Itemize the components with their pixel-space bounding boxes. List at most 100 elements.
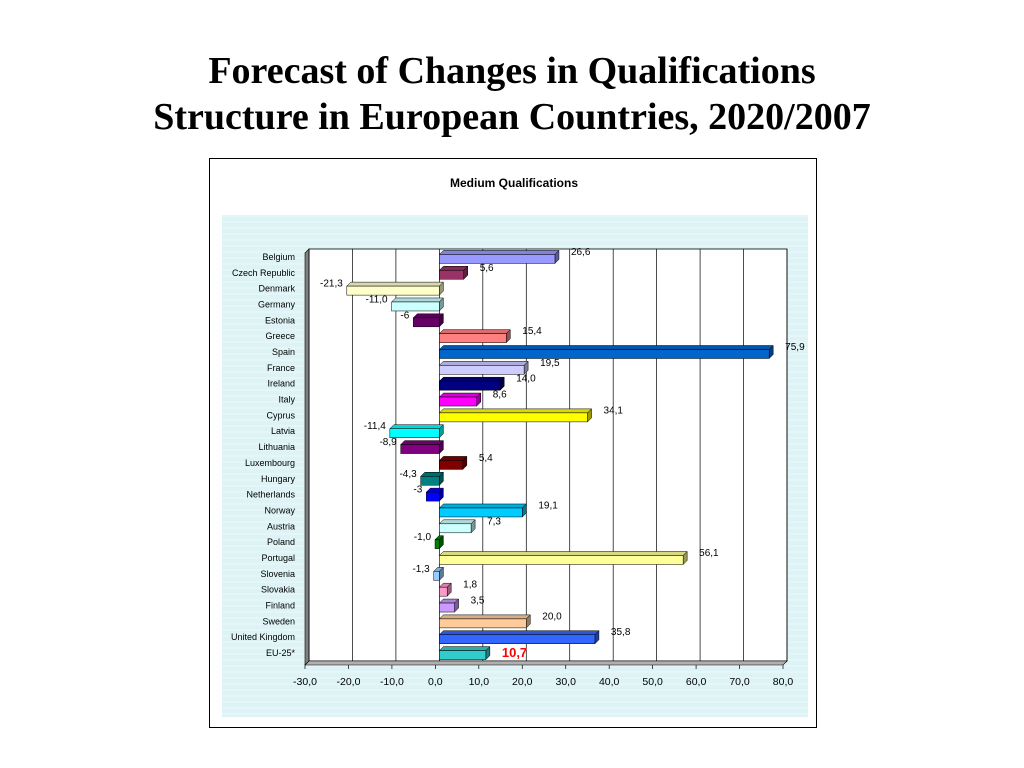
data-label: 8,6 (493, 390, 507, 401)
bar (439, 412, 588, 423)
slide-title: Forecast of Changes in Qualifications St… (0, 48, 1024, 140)
data-label: -1,0 (414, 532, 432, 543)
bar (413, 317, 440, 328)
bar (439, 523, 472, 534)
y-category-label: Finland (265, 601, 295, 611)
bar-top (438, 392, 482, 398)
bar (434, 539, 440, 549)
bar (439, 586, 448, 597)
bar (439, 555, 684, 565)
y-category-label: Spain (272, 347, 295, 357)
data-label: -6 (400, 310, 409, 321)
data-label: 19,1 (538, 500, 558, 511)
y-category-label: Lithuania (258, 442, 295, 452)
bar (439, 507, 523, 518)
bar-top (438, 646, 491, 651)
data-label: 5,6 (480, 263, 494, 274)
bar (433, 571, 440, 581)
slide-title-line-2: Structure in European Countries, 2020/20… (153, 96, 871, 138)
bar (439, 365, 525, 375)
data-label: -11,0 (366, 294, 388, 305)
bar (439, 270, 464, 280)
y-category-label: Belgium (262, 252, 295, 262)
y-category-label: EU-25* (266, 648, 296, 658)
bar (439, 460, 464, 470)
chart-title: Medium Qualifications (450, 176, 578, 190)
bar-top (438, 345, 774, 350)
bar (391, 301, 440, 312)
x-tick-label: 40,0 (599, 676, 620, 688)
plot-floor (304, 660, 788, 666)
bar (439, 602, 455, 613)
data-label: 75,9 (785, 342, 805, 353)
bar-top (438, 630, 600, 635)
y-category-label: Greece (265, 331, 295, 341)
y-category-label: France (267, 363, 295, 373)
y-category-label: Netherlands (246, 490, 295, 500)
bar (400, 444, 440, 454)
bar (439, 349, 770, 359)
y-category-label: Portugal (261, 553, 295, 563)
data-label: -21,3 (320, 279, 343, 290)
data-label: 56,1 (699, 548, 719, 559)
y-category-label: Luxembourg (245, 458, 295, 468)
bar-top (390, 297, 444, 303)
y-category-label: United Kingdom (231, 632, 295, 642)
y-category-label: Denmark (258, 284, 295, 294)
x-tick-label: 80,0 (773, 676, 794, 688)
data-label: -4,3 (399, 469, 417, 480)
y-category-label: Germany (258, 299, 296, 309)
bar (439, 650, 487, 660)
plot-side-wall (304, 248, 310, 666)
x-tick-label: -30,0 (293, 676, 317, 688)
x-tick-label: 70,0 (729, 676, 750, 688)
y-category-label: Latvia (271, 426, 295, 436)
bar (346, 285, 440, 296)
data-label: 5,4 (479, 453, 493, 464)
y-category-label: Ireland (267, 379, 295, 389)
y-category-label: Estonia (265, 315, 295, 325)
slide-title-line-1: Forecast of Changes in Qualifications (208, 50, 816, 92)
x-tick-label: 50,0 (642, 676, 663, 688)
data-label: 14,0 (516, 374, 536, 385)
chart-frame: Medium Qualifications -30,0 -20,0 -10,0 0,0… (209, 158, 817, 728)
data-label: -3 (413, 485, 422, 496)
y-category-label: Poland (267, 537, 295, 547)
bar-top (438, 551, 688, 556)
x-tick-label: -20,0 (336, 676, 360, 688)
bar-top (438, 250, 560, 255)
data-label: -11,4 (364, 421, 386, 432)
y-category-label: Hungary (261, 474, 296, 484)
x-tick-label: 0,0 (428, 676, 443, 688)
bar (439, 634, 596, 644)
data-label: 10,7 (502, 645, 527, 660)
y-category-label: Slovakia (261, 585, 295, 595)
y-category-label: Slovenia (260, 569, 295, 579)
bar (439, 380, 501, 391)
data-label: 34,1 (604, 405, 624, 416)
bar-chart: Medium Qualifications -30,0 -20,0 -10,0 0,0… (222, 176, 808, 717)
data-label: -8,9 (379, 437, 397, 448)
x-tick-label: 60,0 (686, 676, 707, 688)
bar (426, 491, 440, 502)
y-category-label: Cyprus (266, 410, 295, 420)
plot-area (308, 248, 788, 662)
bar-top (438, 361, 529, 366)
data-label: 35,8 (611, 627, 631, 638)
y-category-label: Czech Republic (232, 268, 296, 278)
x-tick-label: 20,0 (512, 676, 533, 688)
data-label: 26,6 (571, 247, 591, 258)
bar (439, 333, 507, 343)
x-tick-label: -10,0 (380, 676, 404, 688)
bar-top (389, 424, 444, 429)
y-category-label: Sweden (262, 616, 295, 626)
bar-top (438, 519, 476, 525)
data-label: 7,3 (487, 516, 501, 527)
bar-top (438, 614, 531, 620)
bar-top (438, 408, 593, 414)
x-tick-label: 30,0 (556, 676, 577, 688)
y-category-label: Norway (264, 505, 295, 515)
bar-top (438, 266, 469, 271)
bar-top (438, 376, 505, 382)
y-category-label: Italy (278, 395, 295, 405)
